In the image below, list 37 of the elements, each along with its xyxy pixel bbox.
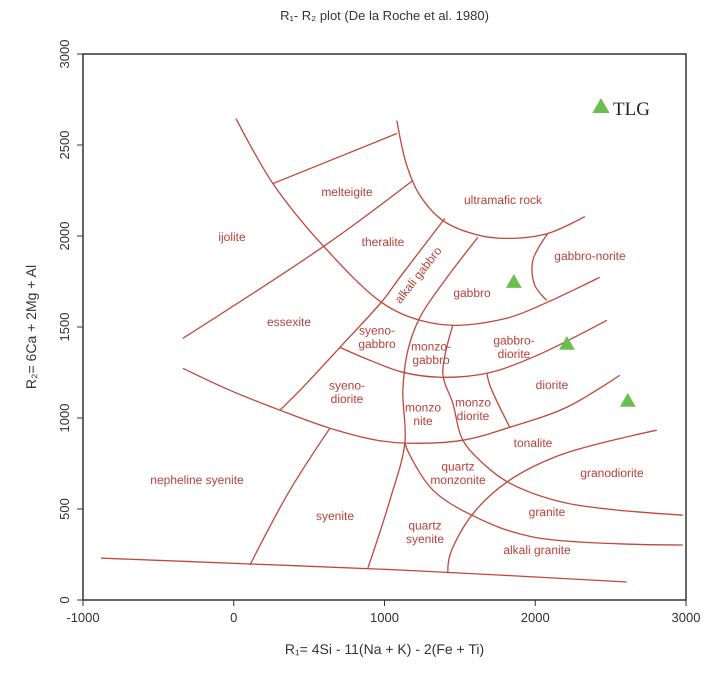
annotation: tonalite — [514, 436, 553, 450]
annotation: gabbro- diorite — [493, 334, 535, 361]
y-tick-label: 2500 — [57, 130, 72, 160]
x-tick-label: -1000 — [66, 610, 100, 625]
y-tick-label: 1500 — [57, 312, 72, 342]
annotation: quartz syenite — [406, 518, 444, 546]
annotation: syeno- gabbro — [358, 324, 396, 351]
annotation: granodiorite — [580, 466, 644, 480]
annotation: granite — [528, 505, 566, 520]
x-tick-label: 1000 — [370, 610, 399, 625]
y-tick-label: 0 — [57, 596, 72, 604]
annotation: nepheline syenite — [150, 473, 244, 488]
x-tick-label: 2000 — [520, 610, 550, 625]
annotation: melteigite — [321, 185, 374, 200]
annotation: gabbro-norite — [554, 249, 626, 264]
y-axis-title: R₂= 6Ca + 2Mg + Al — [23, 264, 39, 390]
annotation: ijolite — [218, 230, 246, 244]
annotation: quartz monzonite — [430, 460, 486, 487]
annotation: syeno- diorite — [328, 378, 366, 406]
annotation: syenite — [316, 509, 354, 524]
annotation: monzo nite — [404, 400, 442, 428]
x-tick-label: 3000 — [672, 610, 700, 625]
annotation: essexite — [266, 315, 312, 330]
annotation: monzo diorite — [454, 396, 492, 423]
legend-label: TLG — [613, 99, 650, 120]
chart-title: R₁- R₂ plot (De la Roche et al. 1980) — [280, 8, 489, 23]
annotation: alkali granite — [503, 543, 572, 558]
y-tick-label: 500 — [57, 498, 72, 520]
annotation: diorite — [536, 378, 569, 392]
y-tick-label: 1000 — [57, 404, 72, 432]
annotation: gabbro — [453, 286, 492, 300]
annotation: ultramafic rock — [464, 193, 543, 208]
annotation: theralite — [362, 235, 405, 250]
x-tick-label: 0 — [230, 610, 238, 625]
y-tick-label: 2000 — [57, 222, 72, 250]
x-axis-title: R₁= 4Si - 11(Na + K) - 2(Fe + Ti) — [284, 641, 484, 657]
y-tick-label: 3000 — [57, 40, 72, 68]
